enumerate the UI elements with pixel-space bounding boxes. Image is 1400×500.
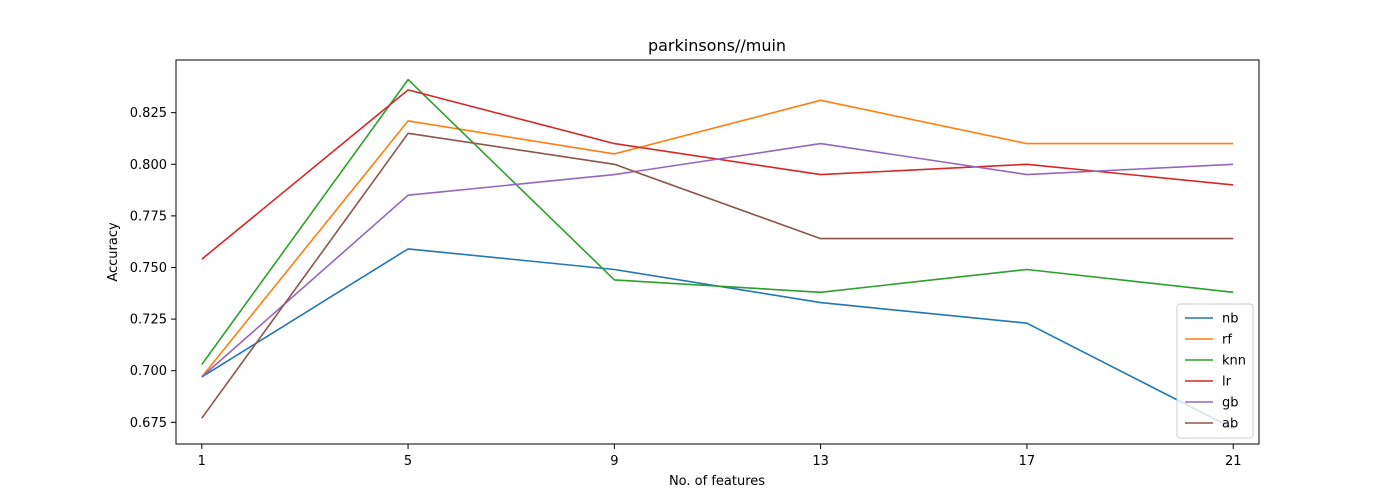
x-tick-label: 1: [198, 454, 206, 469]
x-tick-label: 9: [610, 454, 618, 469]
series-line-rf: [201, 99, 1234, 378]
series-line-ab: [201, 132, 1234, 419]
y-axis-label: Accuracy: [106, 222, 121, 282]
series-line-lr: [201, 89, 1234, 260]
legend-label-rf: rf: [1222, 333, 1232, 348]
y-tick-label: 0.700: [130, 364, 167, 379]
x-tick-label: 21: [1225, 454, 1242, 469]
series-line-gb: [201, 142, 1234, 378]
legend-label-ab: ab: [1222, 417, 1238, 432]
x-tick-label: 17: [1019, 454, 1036, 469]
y-tick-label: 0.825: [130, 106, 167, 121]
legend-box: [1176, 303, 1254, 439]
plot-lines: [201, 78, 1234, 430]
y-tick-label: 0.750: [130, 261, 167, 276]
x-axis-label: No. of features: [669, 474, 765, 489]
legend: nb rf knn lr gb ab: [1176, 303, 1254, 439]
y-tick-label: 0.775: [130, 209, 167, 224]
y-tick-label: 0.725: [130, 313, 167, 328]
legend-label-gb: gb: [1222, 396, 1239, 411]
plot-frame: [175, 59, 1260, 445]
legend-label-nb: nb: [1222, 312, 1239, 327]
y-tick-label: 0.800: [130, 158, 167, 173]
y-axis: 0.675 0.700 0.725 0.750 0.775 0.800 0.825: [130, 106, 176, 431]
x-tick-label: 13: [812, 454, 829, 469]
x-axis: 1 5 9 13 17 21: [198, 444, 1242, 469]
chart-title: parkinsons//muin: [648, 36, 786, 55]
legend-label-lr: lr: [1222, 375, 1232, 390]
series-line-knn: [201, 78, 1234, 365]
x-tick-label: 5: [404, 454, 412, 469]
y-tick-label: 0.675: [130, 416, 167, 431]
legend-label-knn: knn: [1222, 354, 1246, 369]
